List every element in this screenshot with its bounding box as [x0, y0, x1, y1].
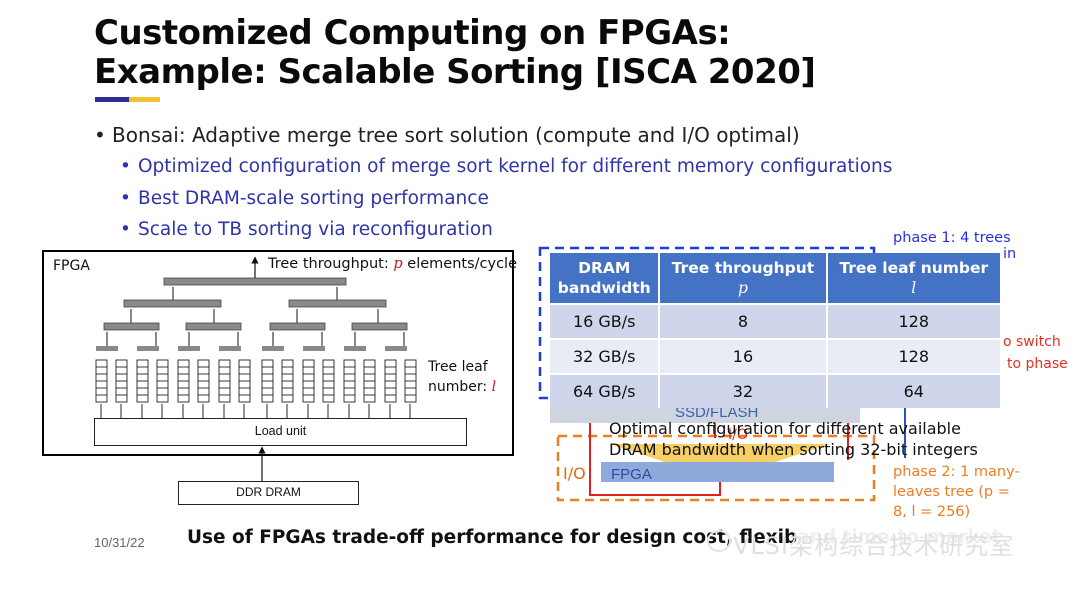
phase2-line2: leaves tree (p = — [893, 484, 1010, 500]
phase1-label: phase 1: 4 trees in — [893, 230, 1016, 262]
watermark-logo-icon — [707, 530, 731, 552]
ssd-flash-bar — [550, 405, 860, 423]
table-header-row: DRAM bandwidth Tree throughput p Tree leaf… — [550, 253, 1003, 304]
leaf-var: l — [491, 379, 497, 395]
caption-line1: Optimal configuration for different avai… — [609, 419, 961, 438]
phase1-line1: phase 1: 4 trees — [893, 230, 1011, 246]
footer-text-main: Use of FPGAs trade-off performance for d… — [187, 527, 798, 548]
dram-config-table: DRAM bandwidth Tree throughput p Tree leaf… — [550, 253, 1003, 408]
ddr-dram: DDR DRAM — [178, 481, 359, 505]
throughput-suffix: elements/cycle — [402, 256, 517, 272]
tree-level-1-arrows — [172, 287, 338, 300]
table-cell: 32 GB/s — [550, 338, 661, 374]
footer-text: Use of FPGAs trade-off performance for d… — [187, 527, 1001, 548]
footer-text-tail: and time-to-market — [797, 527, 1001, 548]
tree-level-1-left — [123, 299, 222, 308]
slide-date: 10/31/22 — [94, 535, 145, 550]
fpga-diagram-box — [42, 250, 514, 456]
ssd-flash-label: SSD/FLASH — [675, 404, 759, 421]
tree-level-1-right — [288, 299, 387, 308]
bullet-sub-text: Optimized configuration of merge sort ke… — [138, 156, 893, 177]
bullet-main-text: Bonsai: Adaptive merge tree sort solutio… — [112, 123, 800, 147]
tree-level-2-node — [185, 322, 242, 331]
bullet-sub-1: • Optimized configuration of merge sort k… — [120, 156, 892, 177]
fpga-bar — [601, 462, 834, 482]
throughput-prefix: Tree throughput: — [268, 256, 394, 272]
tree-level-3 — [96, 332, 407, 351]
table-cell: 16 — [659, 338, 828, 374]
bullet-sub-text: Scale to TB sorting via reconfiguration — [138, 219, 493, 240]
table-row: 64 GB/s 32 64 — [550, 373, 1003, 408]
tree-level-2-node — [269, 322, 326, 331]
merge-tree-svg — [95, 256, 417, 481]
title-accent-yellow — [129, 97, 160, 102]
tree-level-2-arrows — [130, 309, 379, 323]
caption-line2: DRAM bandwidth when sorting 32-bit integ… — [609, 440, 978, 459]
tree-level-0 — [163, 277, 347, 286]
table-cell: 32 — [659, 373, 828, 408]
io-label: I/O — [563, 464, 586, 483]
phase2-line1: phase 2: 1 many- — [893, 464, 1020, 480]
leaf-fifos — [95, 359, 417, 403]
bullet-main: • Bonsai: Adaptive merge tree sort soluti… — [94, 123, 800, 147]
table-cell: 64 — [826, 373, 1003, 408]
fpga-label: FPGA — [53, 258, 90, 274]
table-cell: 64 GB/s — [550, 373, 661, 408]
bullet-dot-icon: • — [94, 123, 106, 147]
table-caption: Optimal configuration for different avai… — [609, 418, 978, 460]
bullet-dot-icon: • — [120, 219, 131, 240]
to-phase-text: to phase — [1007, 356, 1068, 372]
phase-transition-arrow — [904, 402, 906, 458]
table-row: 32 GB/s 16 128 — [550, 338, 1003, 374]
bullet-dot-icon: • — [120, 156, 131, 177]
table-row: 16 GB/s 8 128 — [550, 303, 1003, 339]
tree-level-2-node — [103, 322, 160, 331]
leaf-label-line1: Tree leaf — [428, 359, 488, 375]
tree-level-2-node — [351, 322, 408, 331]
table-cell: 128 — [826, 303, 1003, 339]
bullet-dot-icon: • — [120, 188, 131, 209]
switch-text: o switch — [1003, 334, 1061, 350]
bullet-sub-text: Best DRAM-scale sorting performance — [138, 188, 489, 209]
bullet-sub-2: • Best DRAM-scale sorting performance — [120, 188, 489, 209]
bullet-sub-3: • Scale to TB sorting via reconfiguration — [120, 219, 493, 240]
title-line-2: Example: Scalable Sorting [ISCA 2020] — [94, 52, 816, 92]
phase2-label: phase 2: 1 many- leaves tree (p = 8, l =… — [893, 462, 1020, 522]
phase2-line3: 8, l = 256) — [893, 504, 971, 520]
load-arrows — [100, 404, 411, 418]
header-tree-leaf-number: Tree leaf number l — [826, 253, 1003, 304]
io-small-label: I/O — [728, 427, 748, 443]
title-line-1: Customized Computing on FPGAs: — [94, 13, 731, 53]
header-dram-bandwidth: DRAM bandwidth — [550, 253, 661, 304]
load-unit: Load unit — [94, 418, 467, 446]
header-tree-throughput: Tree throughput p — [659, 253, 828, 304]
fpga-bar-label: FPGA — [611, 466, 652, 483]
title-accent-blue — [95, 97, 129, 102]
throughput-label: Tree throughput: p elements/cycle — [268, 256, 517, 272]
table-cell: 128 — [826, 338, 1003, 374]
slide-title: Customized Computing on FPGAs: Example: … — [94, 13, 816, 92]
throughput-var: p — [393, 256, 403, 272]
table-cell: 8 — [659, 303, 828, 339]
leaf-label: Tree leaf number: l — [428, 357, 496, 397]
io-path-red — [589, 410, 721, 496]
leaf-label-line2: number: l — [428, 379, 497, 395]
watermark: VLSI架构综合技术研究室 — [733, 532, 1015, 560]
table-cell: 16 GB/s — [550, 303, 661, 339]
phase1-line2: in — [1003, 246, 1017, 262]
